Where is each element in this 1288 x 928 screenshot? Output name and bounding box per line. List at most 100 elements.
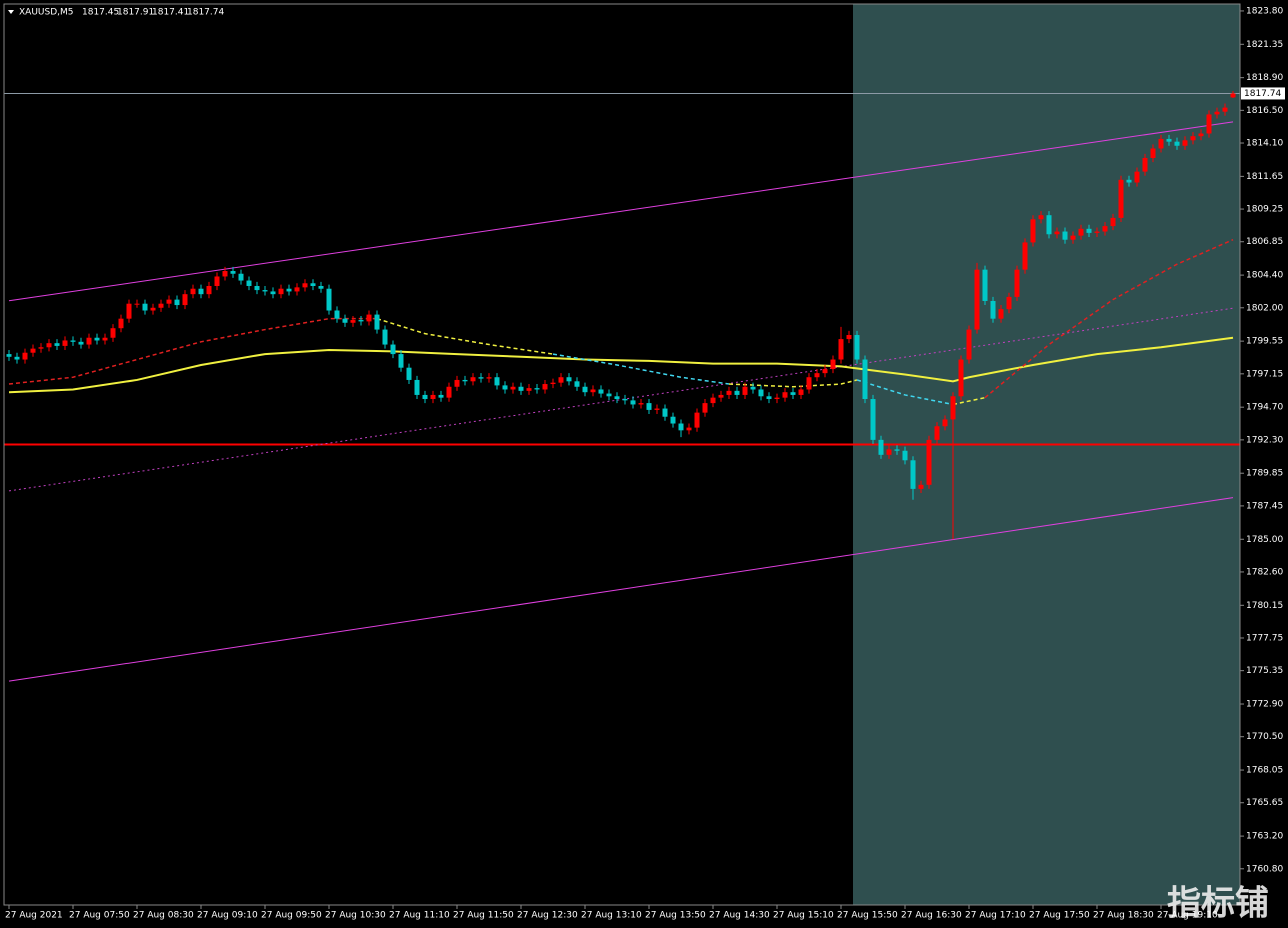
candle-body [774, 397, 780, 400]
candle-body [382, 329, 388, 345]
candle-body [870, 399, 876, 440]
moving-average [856, 379, 954, 406]
candle-body [310, 283, 316, 286]
moving-average [8, 317, 377, 385]
candle-body [302, 283, 308, 288]
candle-body [342, 318, 348, 323]
y-tick-label: 1760.80 [1246, 864, 1283, 874]
candle-body [1126, 179, 1132, 183]
candle-body [94, 337, 100, 341]
candle-body [1230, 93, 1236, 98]
y-tick-label: 1789.85 [1246, 469, 1283, 479]
candle-body [742, 386, 748, 395]
y-tick-label: 1814.10 [1246, 139, 1283, 149]
candle-body [1006, 296, 1012, 310]
candle-body [118, 318, 124, 329]
candle-body [638, 403, 644, 405]
moving-average [952, 396, 986, 406]
candle-body [694, 412, 700, 428]
candle-body [6, 354, 12, 357]
watermark: 指标铺 [1167, 884, 1269, 924]
y-tick-label: 1823.80 [1246, 6, 1283, 16]
candle-body [222, 271, 228, 277]
x-tick-label: 27 Aug 09:50 [261, 911, 322, 921]
candle-body [22, 352, 28, 360]
candle-body [838, 339, 844, 360]
candle-body [822, 369, 828, 374]
candle-body [334, 310, 340, 319]
y-tick-label: 1811.65 [1246, 172, 1283, 182]
candle-body [1086, 228, 1092, 233]
candle-body [358, 320, 364, 322]
candle-body [270, 291, 276, 295]
candle-body [542, 384, 548, 390]
menu-triangle[interactable] [8, 10, 14, 14]
moving-average [728, 379, 858, 388]
candle-body [886, 449, 892, 455]
y-tick-label: 1799.55 [1246, 337, 1283, 347]
candle-body [406, 367, 412, 380]
candle-body [14, 356, 20, 360]
candle-body [966, 329, 972, 360]
candle-body [318, 285, 324, 289]
y-tick-label: 1806.85 [1246, 237, 1283, 247]
x-tick-label: 27 Aug 18:30 [1093, 911, 1154, 921]
candle-body [726, 390, 732, 395]
candle-body [262, 290, 268, 292]
candle-body [566, 377, 572, 382]
x-tick-label: 27 Aug 17:50 [1029, 911, 1090, 921]
candle-body [958, 359, 964, 397]
candle-body [430, 394, 436, 400]
y-tick-label: 1775.35 [1246, 666, 1283, 676]
trend-line [8, 307, 1234, 492]
candle-body [702, 403, 708, 413]
candle-body [934, 426, 940, 440]
x-tick-label: 27 Aug 07:50 [69, 911, 130, 921]
candle-body [1102, 226, 1108, 232]
candle-body [806, 377, 812, 390]
moving-average [552, 353, 730, 385]
candle-body [766, 396, 772, 400]
candle-body [518, 386, 524, 391]
candle-body [1222, 107, 1228, 112]
candle-body [646, 403, 652, 410]
candle-body [1038, 215, 1044, 220]
x-tick-label: 27 Aug 11:10 [389, 911, 450, 921]
candle-body [854, 335, 860, 360]
header-open: 1817.45 [82, 8, 119, 18]
candle-body [206, 285, 212, 295]
x-tick-label: 27 Aug 14:30 [709, 911, 770, 921]
candle-body [462, 379, 468, 382]
price-label-box [1241, 87, 1285, 100]
candle-body [1206, 114, 1212, 134]
y-tick-label: 1802.00 [1246, 303, 1283, 313]
x-tick-label: 27 Aug 10:30 [325, 911, 386, 921]
candle-body [54, 343, 60, 346]
plot-border [3, 3, 1241, 906]
x-tick-label: 27 Aug 13:10 [581, 911, 642, 921]
y-tick-label: 1777.75 [1246, 633, 1283, 643]
y-tick-label: 1772.90 [1246, 700, 1283, 710]
y-tick-label: 1763.20 [1246, 832, 1283, 842]
candle-body [470, 377, 476, 382]
candle-body [654, 408, 660, 410]
candle-body [46, 343, 52, 348]
y-tick-label: 1782.60 [1246, 567, 1283, 577]
candle-body [982, 269, 988, 301]
candle-body [158, 303, 164, 308]
candle-body [790, 392, 796, 395]
x-tick-label: 27 Aug 17:10 [965, 911, 1026, 921]
candle-body [558, 377, 564, 383]
candle-body [1070, 235, 1076, 240]
candle-body [190, 288, 196, 295]
candle-body [758, 389, 764, 397]
candle-body [678, 423, 684, 431]
y-tick-label: 1809.25 [1246, 205, 1283, 215]
y-tick-label: 1768.05 [1246, 766, 1283, 776]
candle-body [590, 389, 596, 393]
candle-body [1198, 133, 1204, 137]
candle-body [134, 303, 140, 305]
candle-body [1166, 138, 1172, 142]
candle-body [582, 386, 588, 393]
candle-body [454, 379, 460, 387]
